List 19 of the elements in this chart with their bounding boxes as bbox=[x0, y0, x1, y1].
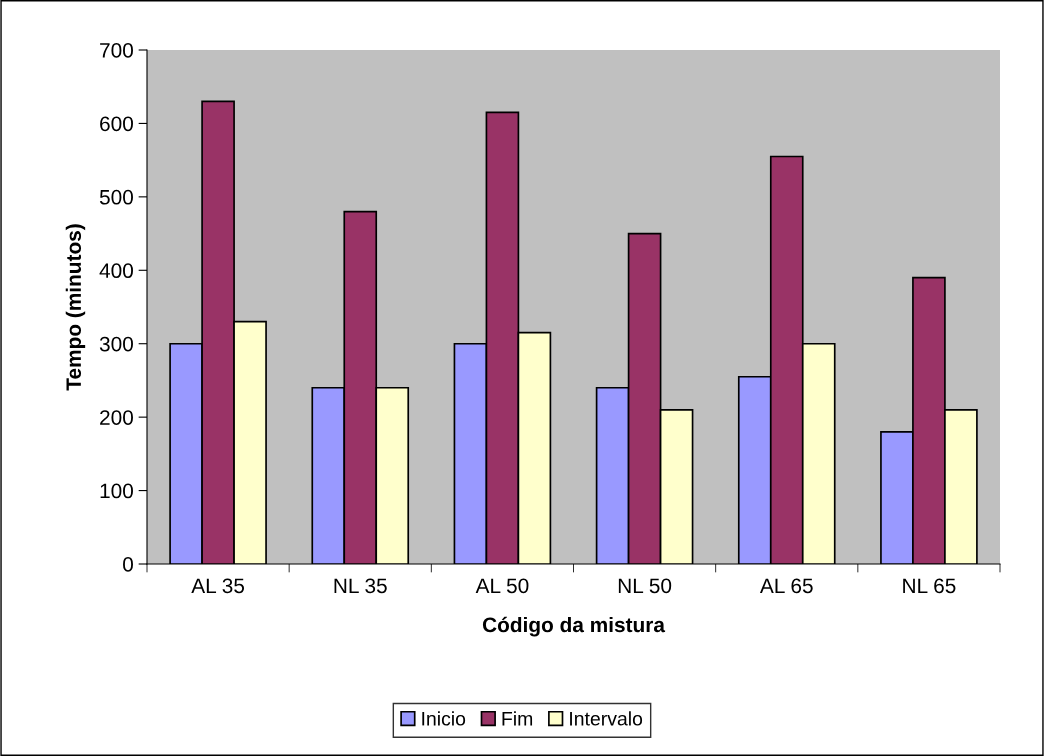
legend-label: Inicio bbox=[422, 711, 466, 726]
x-tick-label: NL 65 bbox=[903, 578, 956, 594]
x-tick-label: AL 50 bbox=[475, 578, 529, 594]
y-tick-label: 400 bbox=[99, 263, 133, 279]
x-tick-label: NL 35 bbox=[334, 578, 387, 594]
y-axis-title: Tempo (minutos) bbox=[65, 224, 86, 391]
x-tick-label: AL 35 bbox=[191, 578, 245, 594]
y-tick-label: 100 bbox=[100, 483, 133, 499]
y-tick-label: 700 bbox=[100, 43, 133, 58]
y-tick-label: 200 bbox=[100, 410, 133, 425]
x-axis-title: Código da mistura bbox=[482, 616, 666, 637]
x-tick-label: AL 65 bbox=[759, 578, 813, 594]
x-tick-label: NL 50 bbox=[618, 578, 672, 594]
y-tick-label: 0 bbox=[123, 557, 133, 572]
y-tick-label: 600 bbox=[100, 116, 133, 132]
y-tick-label: 500 bbox=[99, 189, 133, 205]
legend-label: Fim bbox=[502, 711, 533, 726]
y-tick-label: 300 bbox=[99, 336, 133, 352]
legend-label: Intervalo bbox=[570, 711, 643, 726]
